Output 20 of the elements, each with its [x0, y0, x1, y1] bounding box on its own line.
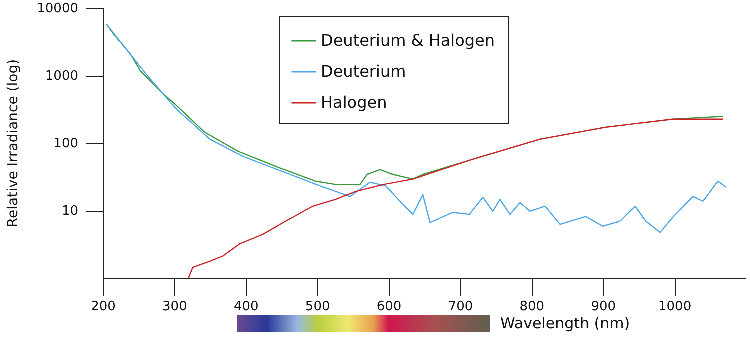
legend-label: Deuterium & Halogen	[321, 31, 496, 50]
x-tick-label: 300	[162, 300, 188, 314]
x-tick-label: 800	[520, 300, 545, 314]
x-tick-label: 700	[448, 300, 474, 314]
x-tick-label: 500	[305, 300, 330, 314]
legend-label: Halogen	[321, 93, 388, 112]
line-series	[106, 24, 727, 234]
x-tick-label: 600	[376, 300, 402, 314]
x-axis-title: Wavelength (nm)	[500, 314, 630, 332]
y-tick-label: 1000	[45, 69, 78, 84]
y-axis-title: Relative Irradiance (log)	[6, 59, 22, 228]
x-tick-label: 200	[91, 300, 116, 314]
y-tick-label: 100	[54, 136, 78, 152]
y-tick-label: 10000	[37, 2, 78, 16]
x-tick-label: 400	[234, 300, 259, 314]
line-series	[188, 118, 724, 279]
x-tick-label: 900	[591, 300, 616, 314]
x-tick-label: 1000	[658, 300, 692, 314]
legend-label: Deuterium	[321, 62, 406, 81]
y-tick-label: 10	[62, 204, 78, 219]
